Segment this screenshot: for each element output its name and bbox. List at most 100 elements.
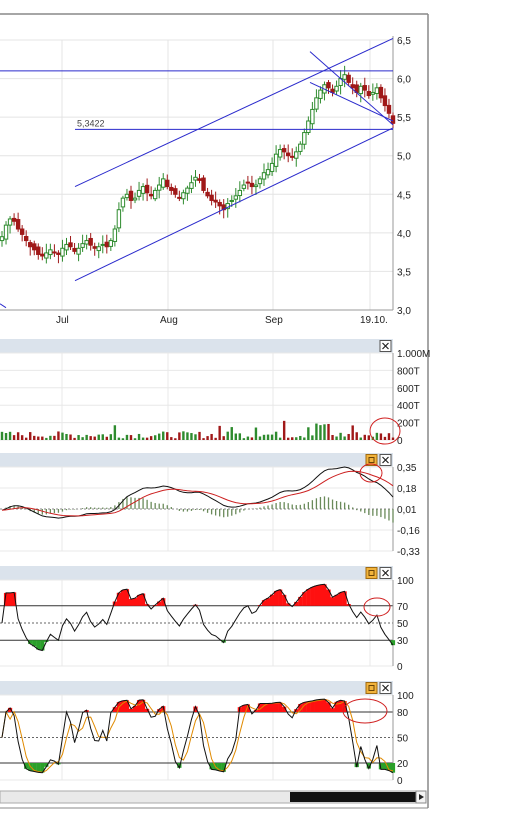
rsi-axis-tick: 30 bbox=[397, 636, 409, 647]
volume-bar bbox=[384, 437, 386, 440]
volume-bar bbox=[138, 434, 140, 440]
candle-body bbox=[303, 133, 306, 145]
rsi-overbought-fill bbox=[338, 592, 342, 605]
settings-icon-box[interactable] bbox=[366, 683, 377, 694]
candle-body bbox=[198, 179, 201, 181]
volume-bar bbox=[166, 432, 168, 440]
settings-icon-box[interactable] bbox=[366, 568, 377, 579]
macd-axis-tick: 0,01 bbox=[397, 505, 417, 516]
candle-body bbox=[347, 75, 350, 82]
stoch-axis-tick: 0 bbox=[397, 776, 403, 787]
volume-bar bbox=[267, 435, 269, 440]
candle-body bbox=[202, 178, 205, 190]
volume-bar bbox=[13, 435, 15, 440]
volume-bar bbox=[1, 432, 3, 440]
stoch-overbought-fill bbox=[322, 699, 326, 712]
candle-body bbox=[242, 185, 245, 188]
rsi-overbought-fill bbox=[129, 599, 133, 606]
stoch-overbought-fill bbox=[318, 699, 322, 712]
price-axis-tick: 4,5 bbox=[397, 190, 411, 201]
date-axis-tick: Aug bbox=[160, 315, 178, 326]
price-axis-tick: 6,0 bbox=[397, 75, 411, 86]
rsi-overbought-fill bbox=[330, 597, 334, 606]
candle-body bbox=[270, 163, 273, 171]
volume-bar bbox=[231, 427, 233, 440]
price-axis-tick: 4,0 bbox=[397, 229, 411, 240]
candle-body bbox=[274, 154, 277, 166]
candle-body bbox=[158, 185, 161, 190]
volume-axis-tick: 1.000M bbox=[397, 349, 430, 360]
candle-body bbox=[33, 244, 36, 250]
macd-axis-tick: -0,16 bbox=[397, 526, 420, 537]
candle-body bbox=[299, 144, 302, 151]
candle-body bbox=[311, 109, 314, 123]
candle-body bbox=[351, 85, 354, 88]
volume-bar bbox=[291, 437, 293, 440]
candle-body bbox=[194, 177, 197, 180]
price-axis-tick: 5,0 bbox=[397, 152, 411, 163]
date-axis-tick: Jul bbox=[56, 315, 69, 326]
price-axis-tick: 6,5 bbox=[397, 36, 411, 47]
volume-bar bbox=[335, 437, 337, 440]
volume-bar bbox=[130, 435, 132, 440]
volume-bar bbox=[110, 434, 112, 440]
volume-bar bbox=[65, 434, 67, 440]
rsi-overbought-fill bbox=[133, 598, 137, 606]
volume-bar bbox=[9, 432, 11, 440]
close-icon[interactable] bbox=[380, 455, 391, 466]
candle-body bbox=[129, 191, 132, 200]
candle-body bbox=[77, 248, 80, 254]
candle-body bbox=[101, 244, 104, 245]
volume-bar bbox=[142, 438, 144, 440]
settings-icon[interactable] bbox=[366, 683, 377, 694]
volume-bar bbox=[21, 435, 23, 440]
volume-bar bbox=[98, 435, 100, 440]
settings-icon[interactable] bbox=[366, 568, 377, 579]
rsi-overbought-fill bbox=[343, 591, 347, 605]
volume-bar bbox=[29, 432, 31, 440]
scrollbar-thumb[interactable] bbox=[290, 792, 416, 802]
scrollbar[interactable] bbox=[0, 791, 428, 808]
macd-axis-tick: 0,35 bbox=[397, 463, 417, 474]
candle-body bbox=[282, 149, 285, 152]
candle-body bbox=[343, 75, 346, 80]
candle-body bbox=[145, 185, 148, 192]
candle-body bbox=[137, 190, 140, 196]
volume-axis-tick: 200T bbox=[397, 419, 420, 430]
volume-bar bbox=[53, 436, 55, 440]
volume-bar bbox=[356, 432, 358, 440]
volume-bar bbox=[122, 438, 124, 440]
rsi-overbought-fill bbox=[322, 584, 326, 605]
volume-bar bbox=[327, 424, 329, 440]
candle-body bbox=[53, 252, 56, 253]
candle-body bbox=[49, 250, 52, 255]
stoch-overbought-fill bbox=[274, 702, 278, 712]
volume-bar bbox=[170, 437, 172, 440]
macd-axis-tick: 0,18 bbox=[397, 484, 417, 495]
rsi-overbought-fill bbox=[314, 586, 318, 606]
volume-bar bbox=[61, 433, 63, 440]
volume-bar bbox=[186, 432, 188, 440]
candle-body bbox=[125, 194, 128, 197]
volume-bar bbox=[263, 435, 265, 440]
volume-bar bbox=[360, 438, 362, 440]
volume-bar bbox=[255, 428, 257, 440]
candle-body bbox=[149, 194, 152, 195]
candle-body bbox=[286, 153, 289, 156]
candle-body bbox=[65, 244, 68, 249]
candle-body bbox=[387, 105, 390, 113]
close-icon[interactable] bbox=[380, 341, 391, 352]
candle-body bbox=[178, 197, 181, 198]
volume-bar bbox=[247, 437, 249, 440]
volume-bar bbox=[94, 437, 96, 440]
stoch-axis-tick: 50 bbox=[397, 734, 409, 745]
close-icon[interactable] bbox=[380, 683, 391, 694]
candle-body bbox=[214, 200, 217, 202]
candle-body bbox=[291, 156, 294, 157]
volume-bar bbox=[303, 437, 305, 440]
candle-body bbox=[186, 188, 189, 193]
close-icon[interactable] bbox=[380, 568, 391, 579]
rsi-axis-tick: 70 bbox=[397, 602, 409, 613]
